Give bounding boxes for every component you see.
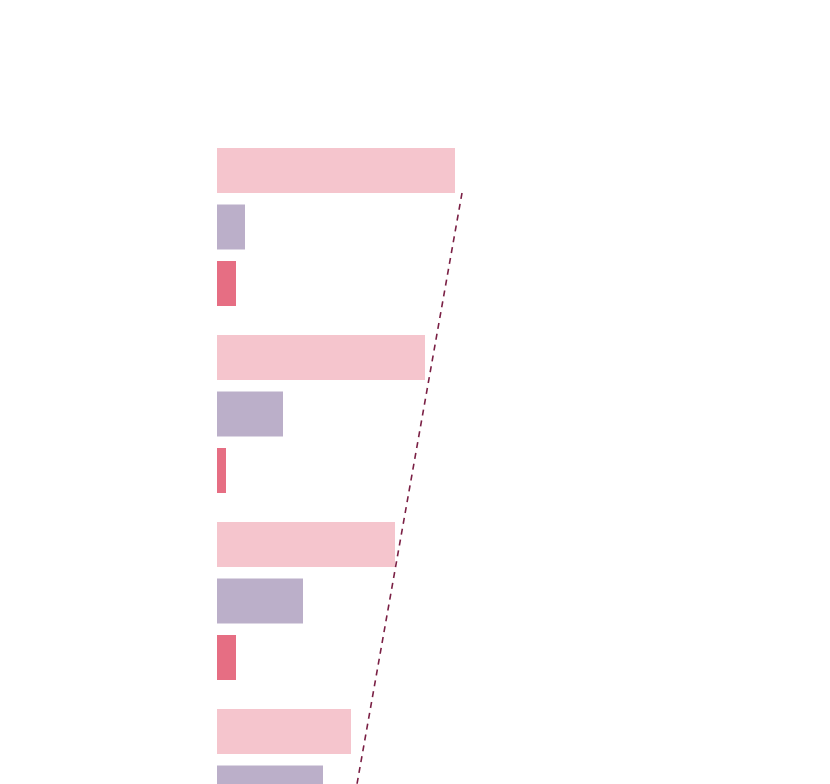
bar [217, 765, 323, 784]
bar [217, 522, 395, 567]
trend-line [356, 192, 463, 784]
bar [217, 148, 455, 193]
bar [217, 709, 351, 754]
bar [217, 391, 283, 437]
bar [217, 204, 245, 250]
bar [217, 578, 303, 624]
bar [217, 448, 226, 493]
bar [217, 335, 425, 380]
bar [217, 261, 236, 306]
bar [217, 635, 236, 680]
